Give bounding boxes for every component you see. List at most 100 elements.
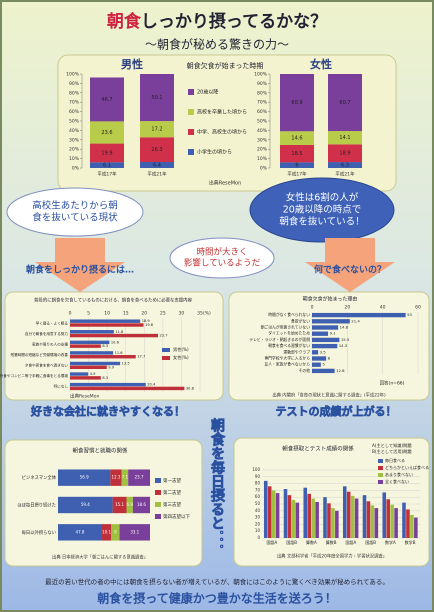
callout-bubble bbox=[6, 187, 144, 237]
bar bbox=[390, 504, 394, 538]
bar bbox=[346, 491, 351, 538]
bar bbox=[70, 372, 89, 376]
title: 朝食しっかり摂ってるかな？ bbox=[107, 11, 327, 32]
callout-text: 朝食を抜いている！ bbox=[279, 216, 364, 228]
bar-segment bbox=[90, 77, 124, 122]
bar-segment bbox=[126, 496, 133, 514]
value-label: 6.3 bbox=[341, 163, 349, 169]
bar bbox=[331, 508, 335, 538]
value-label: 46.7 bbox=[101, 97, 112, 103]
y-tick-label: 70% bbox=[69, 100, 80, 106]
x-tick-label: 10 bbox=[104, 311, 110, 317]
value-label: 60.9 bbox=[291, 100, 302, 106]
note: B(主として活用)問題 bbox=[372, 448, 412, 455]
y-tick-label: 毎日以外摂らない bbox=[22, 529, 56, 536]
legend-swatch bbox=[155, 490, 161, 495]
bar bbox=[315, 501, 319, 538]
bar bbox=[350, 495, 355, 538]
note: A(主として知識)問題 bbox=[372, 442, 412, 449]
callout-text: 時間が大きく bbox=[196, 247, 247, 258]
y-tick-label: 0 bbox=[257, 535, 260, 540]
bar-segment bbox=[140, 161, 174, 168]
legend-swatch bbox=[155, 514, 161, 519]
bar bbox=[382, 492, 387, 538]
panel bbox=[4, 291, 224, 401]
y-tick-label: 残業時間の短縮など労働環境の改善 bbox=[11, 352, 69, 357]
bar-segment bbox=[140, 137, 174, 162]
y-tick-label: その他 bbox=[299, 368, 311, 373]
arrow-label: 朝食をしっかり摂るには… bbox=[26, 264, 134, 276]
x-tick-label: 0 bbox=[69, 311, 72, 317]
x-tick-label: 60 bbox=[415, 305, 421, 311]
x-tick-label: 20 bbox=[141, 311, 147, 317]
x-tick-label: 40 bbox=[380, 305, 386, 311]
group-label: 女性 bbox=[310, 57, 332, 71]
bar bbox=[70, 340, 110, 345]
value-label: 6.1 bbox=[103, 163, 111, 169]
bar-segment bbox=[112, 496, 127, 514]
bar bbox=[307, 493, 311, 538]
note: 回答(n=66) bbox=[380, 380, 405, 387]
source: 出典 文部科学省「平成20年度全国学力・学習状況調査」 bbox=[277, 553, 387, 560]
x-tick-label: 数学A bbox=[385, 539, 396, 545]
y-tick-label: 30 bbox=[255, 515, 261, 520]
bar bbox=[402, 502, 406, 538]
value-label: 33.1 bbox=[130, 529, 139, 534]
bar bbox=[295, 502, 300, 538]
y-tick-label: 70 bbox=[255, 487, 261, 492]
banner: 好きな会社に就きやすくなる！ bbox=[30, 404, 185, 418]
y-tick-label: 20% bbox=[69, 147, 80, 153]
y-tick-label: 80% bbox=[69, 90, 80, 96]
y-tick-label: 60 bbox=[255, 494, 261, 499]
value-label: 11.6 bbox=[115, 351, 124, 355]
value-label: 26.3 bbox=[151, 147, 162, 153]
bar-segment bbox=[328, 144, 362, 163]
y-tick-label: 60% bbox=[257, 109, 268, 115]
legend-swatch bbox=[378, 459, 383, 463]
value-label: 14.1 bbox=[339, 135, 350, 141]
bar bbox=[70, 386, 185, 391]
y-tick-label: 10% bbox=[257, 156, 268, 162]
bar-segment bbox=[90, 162, 124, 168]
value-label: 53 bbox=[407, 312, 412, 317]
bar bbox=[354, 498, 359, 538]
y-tick-label: テレビ・ラジオ・朝起きるのが面倒 bbox=[249, 337, 310, 342]
bar bbox=[342, 486, 347, 538]
banner: テストの成績が上がる！ bbox=[276, 404, 397, 418]
y-tick-label: 50% bbox=[257, 119, 268, 125]
legend-label: どちらかといえば食べる bbox=[385, 464, 429, 470]
value-label: 6.4 bbox=[153, 162, 161, 168]
value-label: 56.9 bbox=[80, 475, 89, 480]
x-tick-label: 平成21年 bbox=[147, 171, 167, 178]
value-label: 17.7 bbox=[137, 355, 145, 359]
y-tick-label: ビジネスマン全体 bbox=[22, 474, 57, 481]
bar bbox=[70, 319, 141, 323]
bar bbox=[70, 323, 144, 327]
bar bbox=[312, 319, 350, 324]
legend-label: 全く食べない bbox=[385, 478, 409, 484]
bar-segment bbox=[58, 469, 111, 486]
y-tick-label: 友人・家族が食べないから bbox=[264, 362, 310, 367]
bar bbox=[312, 331, 329, 336]
x-tick-label: 国語B bbox=[365, 539, 376, 545]
y-tick-label: 90% bbox=[69, 81, 80, 87]
bar bbox=[370, 505, 375, 538]
y-tick-label: 40 bbox=[255, 508, 261, 513]
bar bbox=[70, 361, 121, 366]
value-label: 3.5 bbox=[320, 349, 327, 354]
value-label: 30.8 bbox=[186, 386, 195, 390]
bar bbox=[410, 514, 414, 538]
y-tick-label: 特になし bbox=[54, 384, 69, 389]
value-label: 11.8 bbox=[115, 330, 124, 334]
value-label: 14.6 bbox=[291, 136, 302, 142]
y-tick-label: 専門学校や大学に入るから bbox=[264, 356, 310, 361]
value-label: 15.1 bbox=[115, 502, 124, 507]
y-tick-label: 朝ごはんが用意されていない bbox=[261, 325, 310, 330]
x-tick-label: 平成17年 bbox=[97, 171, 117, 178]
legend-label: 高校を卒業した頃から bbox=[197, 109, 247, 116]
bar-segment bbox=[119, 524, 150, 541]
x-tick-label: 国語A bbox=[346, 539, 357, 545]
bar bbox=[327, 503, 331, 538]
bar bbox=[335, 510, 339, 538]
y-tick-label: 100% bbox=[66, 72, 80, 78]
